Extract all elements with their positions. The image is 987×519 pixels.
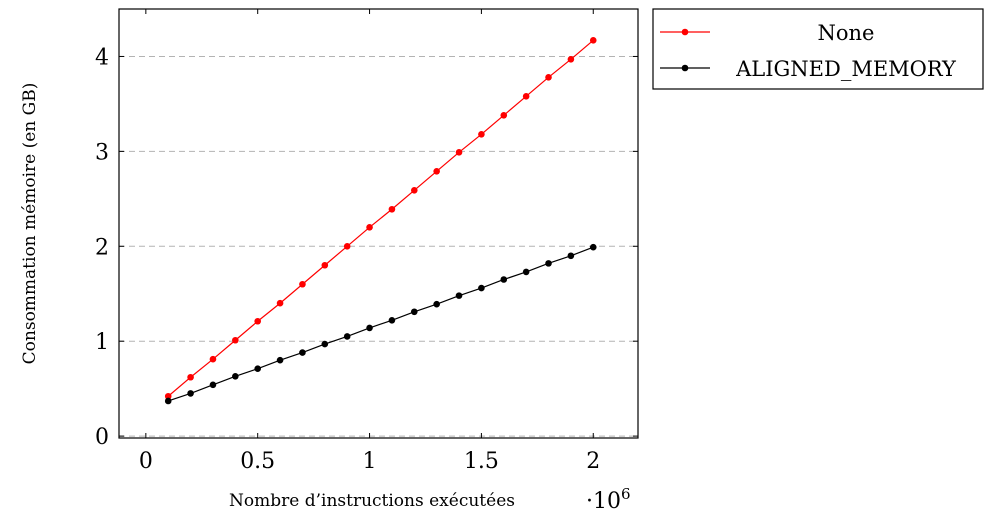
- data-point: [164, 397, 172, 405]
- legend-label: None: [818, 21, 875, 45]
- y-tick-label: 1: [95, 330, 109, 355]
- x-tick-label: 1: [363, 449, 377, 474]
- data-point: [276, 299, 284, 307]
- legend-entry-none: None: [660, 21, 874, 45]
- data-point: [343, 242, 351, 250]
- y-tick-label: 3: [95, 140, 109, 165]
- data-point: [187, 373, 194, 381]
- plot-series: [164, 37, 597, 405]
- data-point: [388, 317, 396, 324]
- data-point: [187, 390, 194, 397]
- x-tick-label: 2: [586, 449, 600, 474]
- x-tick-label: 0.5: [240, 449, 275, 474]
- x-axis-label: Nombre d’instructions exécutées: [229, 491, 515, 511]
- data-point: [254, 365, 261, 373]
- data-point: [567, 56, 575, 63]
- legend-entry-aligned-memory: ALIGNED_MEMORY: [660, 57, 957, 81]
- series-aligned-memory: [164, 243, 597, 405]
- grid-lines: [119, 55, 638, 437]
- data-point: [455, 149, 463, 156]
- data-point: [478, 284, 485, 292]
- x-axis-multiplier: ·106: [586, 485, 631, 514]
- data-point: [589, 37, 597, 44]
- data-point: [522, 93, 530, 100]
- legend-box: [652, 8, 984, 90]
- legend-swatch-marker: [681, 64, 689, 72]
- legend-swatch-marker: [681, 28, 689, 36]
- x-tick-label: 1.5: [464, 449, 499, 474]
- data-point: [410, 186, 418, 194]
- data-point: [545, 260, 552, 267]
- data-point: [254, 317, 261, 325]
- data-point: [589, 243, 597, 251]
- series-line: [168, 246, 594, 402]
- axis-ticks: 0 0.5 1 1.5 2 0 1 2 3 4: [95, 9, 638, 474]
- data-point: [366, 324, 373, 332]
- data-point: [500, 112, 508, 119]
- y-tick-label: 0: [95, 425, 109, 450]
- data-point: [567, 252, 575, 260]
- data-point: [410, 308, 418, 316]
- data-point: [500, 276, 508, 283]
- y-axis-label: Consommation mémoire (en GB): [20, 83, 40, 365]
- data-point: [164, 392, 172, 400]
- data-point: [321, 340, 329, 348]
- data-point: [276, 356, 284, 364]
- data-point: [545, 74, 552, 81]
- y-tick-label: 2: [95, 235, 109, 260]
- data-point: [366, 223, 373, 231]
- plot-frame: [118, 8, 639, 439]
- series-none: [164, 37, 597, 400]
- legend-label: ALIGNED_MEMORY: [735, 57, 957, 81]
- data-point: [388, 205, 396, 213]
- series-line: [167, 39, 594, 397]
- x-tick-label: 0: [139, 449, 153, 474]
- data-point: [232, 336, 239, 344]
- data-point: [478, 130, 485, 138]
- x-axis-multiplier-exponent: 6: [621, 485, 631, 503]
- data-point: [209, 381, 217, 389]
- data-point: [343, 333, 351, 340]
- legend: None ALIGNED_MEMORY: [652, 8, 984, 90]
- data-point: [522, 268, 530, 276]
- x-axis-multiplier-base: ·10: [586, 489, 621, 514]
- data-point: [321, 261, 329, 269]
- data-point: [433, 167, 440, 175]
- data-point: [299, 349, 306, 356]
- data-point: [433, 300, 440, 308]
- data-point: [232, 373, 239, 380]
- data-point: [455, 292, 463, 299]
- data-point: [299, 280, 306, 288]
- data-point: [209, 355, 217, 363]
- y-tick-label: 4: [95, 45, 109, 70]
